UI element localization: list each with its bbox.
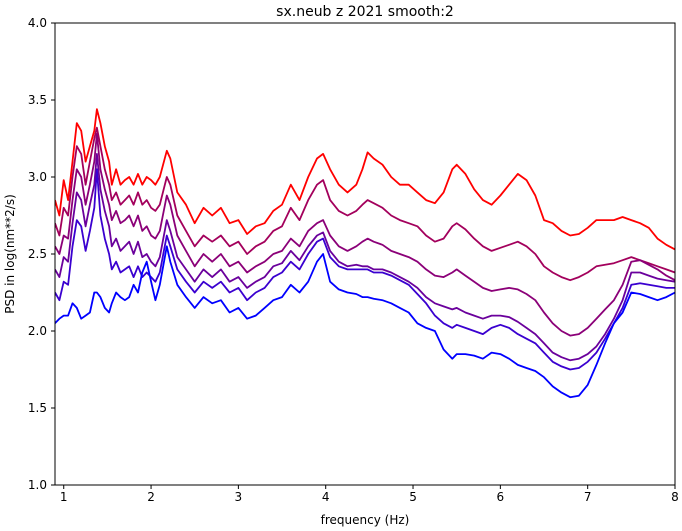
y-tick-label: 4.0 <box>28 16 47 30</box>
series-line-5 <box>55 168 675 371</box>
y-tick-label: 2.5 <box>28 247 47 261</box>
y-axis-label: PSD in log(nm**2/s) <box>3 194 17 314</box>
y-tick-label: 1.5 <box>28 401 47 415</box>
series-line-6 <box>55 245 675 399</box>
x-tick-label: 6 <box>497 490 505 504</box>
y-tick-label: 1.0 <box>28 478 47 492</box>
series-line-3 <box>55 133 675 337</box>
chart-title: sx.neub z 2021 smooth:2 <box>276 4 454 20</box>
x-axis-label: frequency (Hz) <box>321 513 410 527</box>
y-axis: 1.0 1.5 2.0 2.5 3.0 3.5 4.0 <box>28 16 55 492</box>
series-line-1 <box>55 108 675 251</box>
y-tick-label: 3.0 <box>28 170 47 184</box>
series-layer <box>55 108 675 399</box>
x-tick-label: 5 <box>409 490 417 504</box>
x-axis: 1 2 3 4 5 6 7 8 <box>60 485 679 504</box>
x-tick-label: 1 <box>60 490 68 504</box>
y-tick-label: 2.0 <box>28 324 47 338</box>
series-line-4 <box>55 153 675 362</box>
x-tick-label: 8 <box>671 490 679 504</box>
plot-frame <box>54 22 676 486</box>
x-tick-label: 2 <box>147 490 155 504</box>
x-tick-label: 4 <box>322 490 330 504</box>
x-tick-label: 3 <box>235 490 243 504</box>
x-tick-label: 7 <box>584 490 592 504</box>
series-line-2 <box>55 126 675 282</box>
y-tick-label: 3.5 <box>28 93 47 107</box>
